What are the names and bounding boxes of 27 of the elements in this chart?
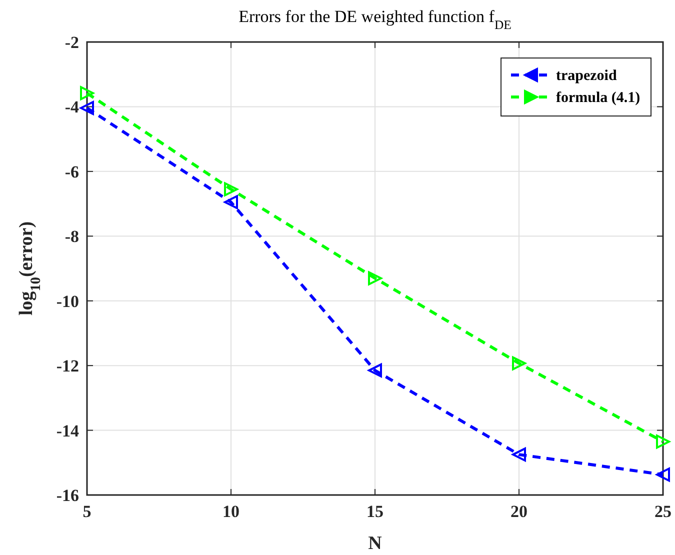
- x-tick-label: 15: [366, 502, 384, 521]
- point: [368, 363, 382, 378]
- point: [512, 356, 526, 370]
- y-tick-label: -2: [64, 33, 79, 52]
- legend-label: formula (4.1): [556, 90, 640, 106]
- point: [224, 195, 238, 210]
- point: [224, 182, 238, 196]
- y-tick-label: -10: [56, 292, 79, 311]
- y-tick-label: -4: [64, 98, 80, 117]
- point: [80, 101, 94, 116]
- x-tick-label: 5: [82, 502, 92, 521]
- point: [512, 448, 526, 462]
- x-tick-label: 10: [222, 502, 240, 521]
- x-axis-title: N: [368, 533, 382, 554]
- y-tick-label: -12: [56, 356, 79, 376]
- x-tick-label: 20: [510, 502, 528, 521]
- y-tick-label: -16: [56, 486, 79, 505]
- y-tick-label: -14: [56, 421, 80, 440]
- chart-title: Errors for the DE weighted function f$_{DE}$: [238, 7, 512, 32]
- y-tick-label: -8: [64, 227, 79, 246]
- point: [656, 434, 670, 449]
- point: [368, 271, 382, 286]
- legend-label: trapezoid: [556, 68, 618, 84]
- y-tick-label: -6: [64, 162, 79, 182]
- x-tick-label: 25: [654, 502, 672, 521]
- point: [656, 468, 670, 482]
- point: [80, 86, 94, 100]
